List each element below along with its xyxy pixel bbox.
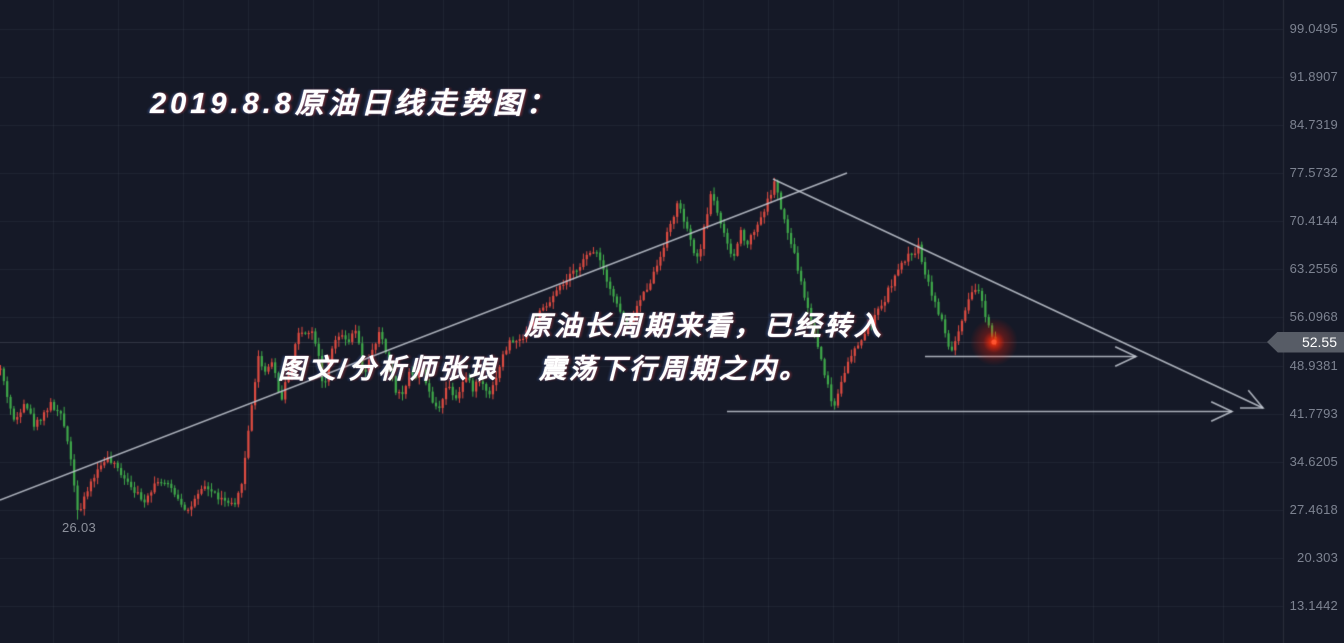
- current-price-tag: 52.55: [1267, 331, 1344, 353]
- axis-price-label: 99.0495: [1289, 21, 1338, 36]
- axis-price-label: 77.5732: [1289, 165, 1338, 180]
- axis-price-label: 56.0968: [1289, 309, 1338, 324]
- axis-price-label: 13.1442: [1289, 598, 1338, 613]
- axis-price-label: 63.2556: [1289, 261, 1338, 276]
- low-price-label: 26.03: [61, 520, 97, 535]
- axis-price-label: 41.7793: [1289, 406, 1338, 421]
- axis-price-label: 91.8907: [1289, 69, 1338, 84]
- axis-price-label: 48.9381: [1289, 358, 1338, 373]
- axis-price-label: 27.4618: [1289, 502, 1338, 517]
- axis-price-label: 20.303: [1297, 550, 1338, 565]
- axis-price-label: 84.7319: [1289, 117, 1338, 132]
- chart-title: 2019.8.8原油日线走势图：: [150, 88, 559, 120]
- annotation-line1: 原油长周期来看，已经转入: [524, 311, 884, 341]
- annotation-credit-line2: 图文/分析师张琅 震荡下行周期之内。: [278, 354, 810, 384]
- axis-price-label: 34.6205: [1289, 454, 1338, 469]
- axis-price-label: 70.4144: [1289, 213, 1338, 228]
